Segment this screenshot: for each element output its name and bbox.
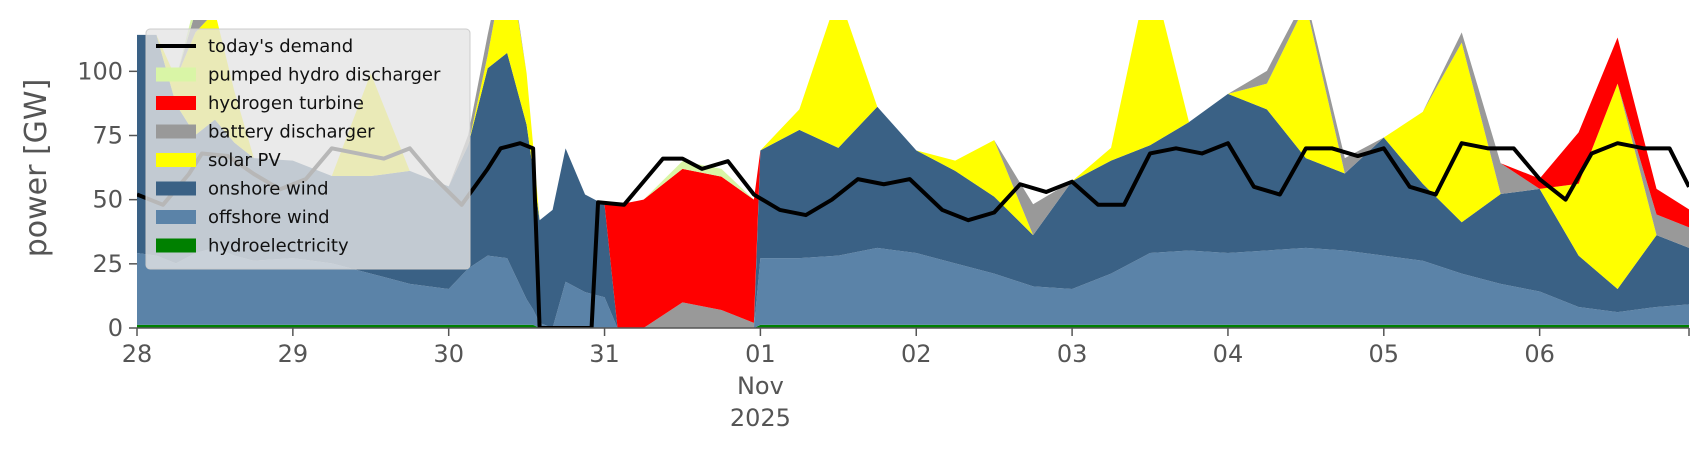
- legend-swatch-offshore-wind: [156, 210, 196, 224]
- y-tick-label: 0: [108, 314, 123, 342]
- x-tick-label: 28: [122, 340, 153, 368]
- x-tick-label: 04: [1213, 340, 1244, 368]
- area-offshore-wind: [137, 247, 1689, 328]
- x-tick-label: 05: [1369, 340, 1400, 368]
- y-tick-label: 75: [92, 122, 123, 150]
- y-axis-title: power [GW]: [19, 79, 54, 258]
- x-tick-label: 30: [433, 340, 464, 368]
- legend-label-today-s-demand: today's demand: [208, 36, 353, 57]
- x-tick-label: 06: [1524, 340, 1555, 368]
- legend-swatch-battery-discharger: [156, 124, 196, 139]
- y-tick-label: 100: [77, 57, 123, 85]
- legend-swatch-hydroelectricity: [156, 238, 196, 253]
- legend-box: [145, 28, 471, 270]
- legend: today's demand pumped hydro discharger hyd…: [145, 28, 471, 270]
- legend-label-solar-pv: solar PV: [208, 150, 281, 171]
- x-tick-label: 02: [901, 340, 932, 368]
- x-tick-label: 03: [1057, 340, 1088, 368]
- legend-label-offshore-wind: offshore wind: [208, 207, 330, 228]
- area-solar-pv: [137, 20, 1689, 328]
- legend-label-hydrogen-turbine: hydrogen turbine: [208, 93, 364, 114]
- legend-swatch-hydrogen-turbine: [156, 96, 196, 110]
- x-tick-month-label: Nov: [737, 372, 784, 400]
- y-tick-label: 50: [92, 186, 123, 214]
- legend-swatch-solar-pv: [156, 153, 196, 167]
- x-tick-year-label: 2025: [730, 404, 791, 432]
- legend-label-battery-discharger: battery discharger: [208, 122, 375, 143]
- area-hydroelectricity: [137, 324, 1689, 328]
- legend-label-pumped-hydro-discharger: pumped hydro discharger: [208, 65, 441, 86]
- legend-swatch-onshore-wind: [156, 181, 196, 196]
- x-tick-label: 29: [278, 340, 309, 368]
- axes: 0 25 50 75 100 28 29 30 31 01 Nov 2025 02 03 04 05 06: [77, 57, 1690, 432]
- legend-swatch-pumped-hydro-discharger: [156, 67, 196, 82]
- y-tick-label: 25: [92, 250, 123, 278]
- x-tick-label: 01: [745, 340, 776, 368]
- legend-label-hydroelectricity: hydroelectricity: [208, 236, 349, 257]
- legend-label-onshore-wind: onshore wind: [208, 179, 329, 200]
- x-tick-label: 31: [589, 340, 620, 368]
